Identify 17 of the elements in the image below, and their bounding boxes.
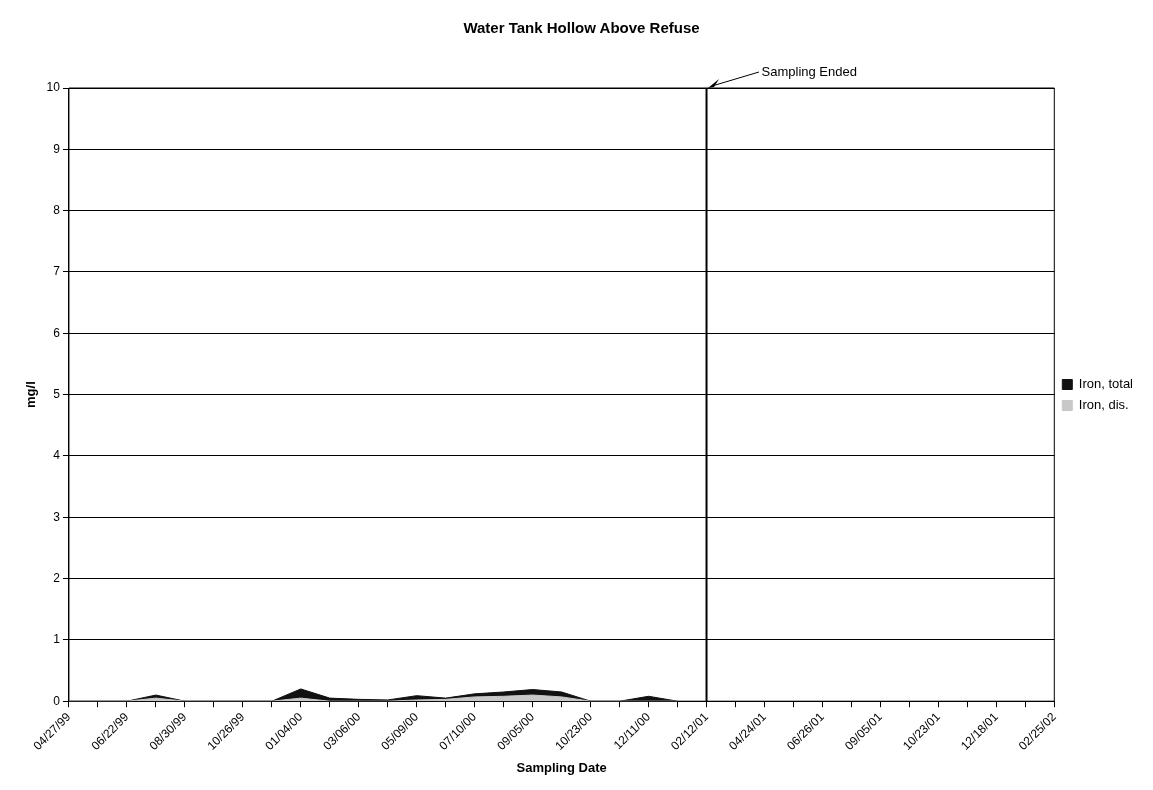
y-tick-label: 9 <box>53 141 61 156</box>
y-tick-label: 10 <box>46 80 61 95</box>
y-tick-label: 2 <box>53 570 61 585</box>
legend-label: Iron, dis. <box>1078 397 1129 413</box>
y-tick-label: 0 <box>53 693 61 708</box>
legend-label: Iron, total <box>1078 376 1134 392</box>
y-tick-label: 7 <box>53 264 61 279</box>
y-tick-label: 6 <box>53 325 61 340</box>
y-tick-label: 3 <box>53 509 61 524</box>
y-axis-title: mg/l <box>23 381 39 408</box>
chart-title: Water Tank Hollow Above Refuse <box>463 19 700 37</box>
x-axis-title: Sampling Date <box>516 759 607 775</box>
y-tick-label: 5 <box>53 386 61 401</box>
y-tick-label: 4 <box>53 448 61 463</box>
y-tick-label: 1 <box>53 632 61 647</box>
legend-label: Sampling Ended <box>761 63 857 79</box>
y-tick-label: 8 <box>53 202 61 217</box>
